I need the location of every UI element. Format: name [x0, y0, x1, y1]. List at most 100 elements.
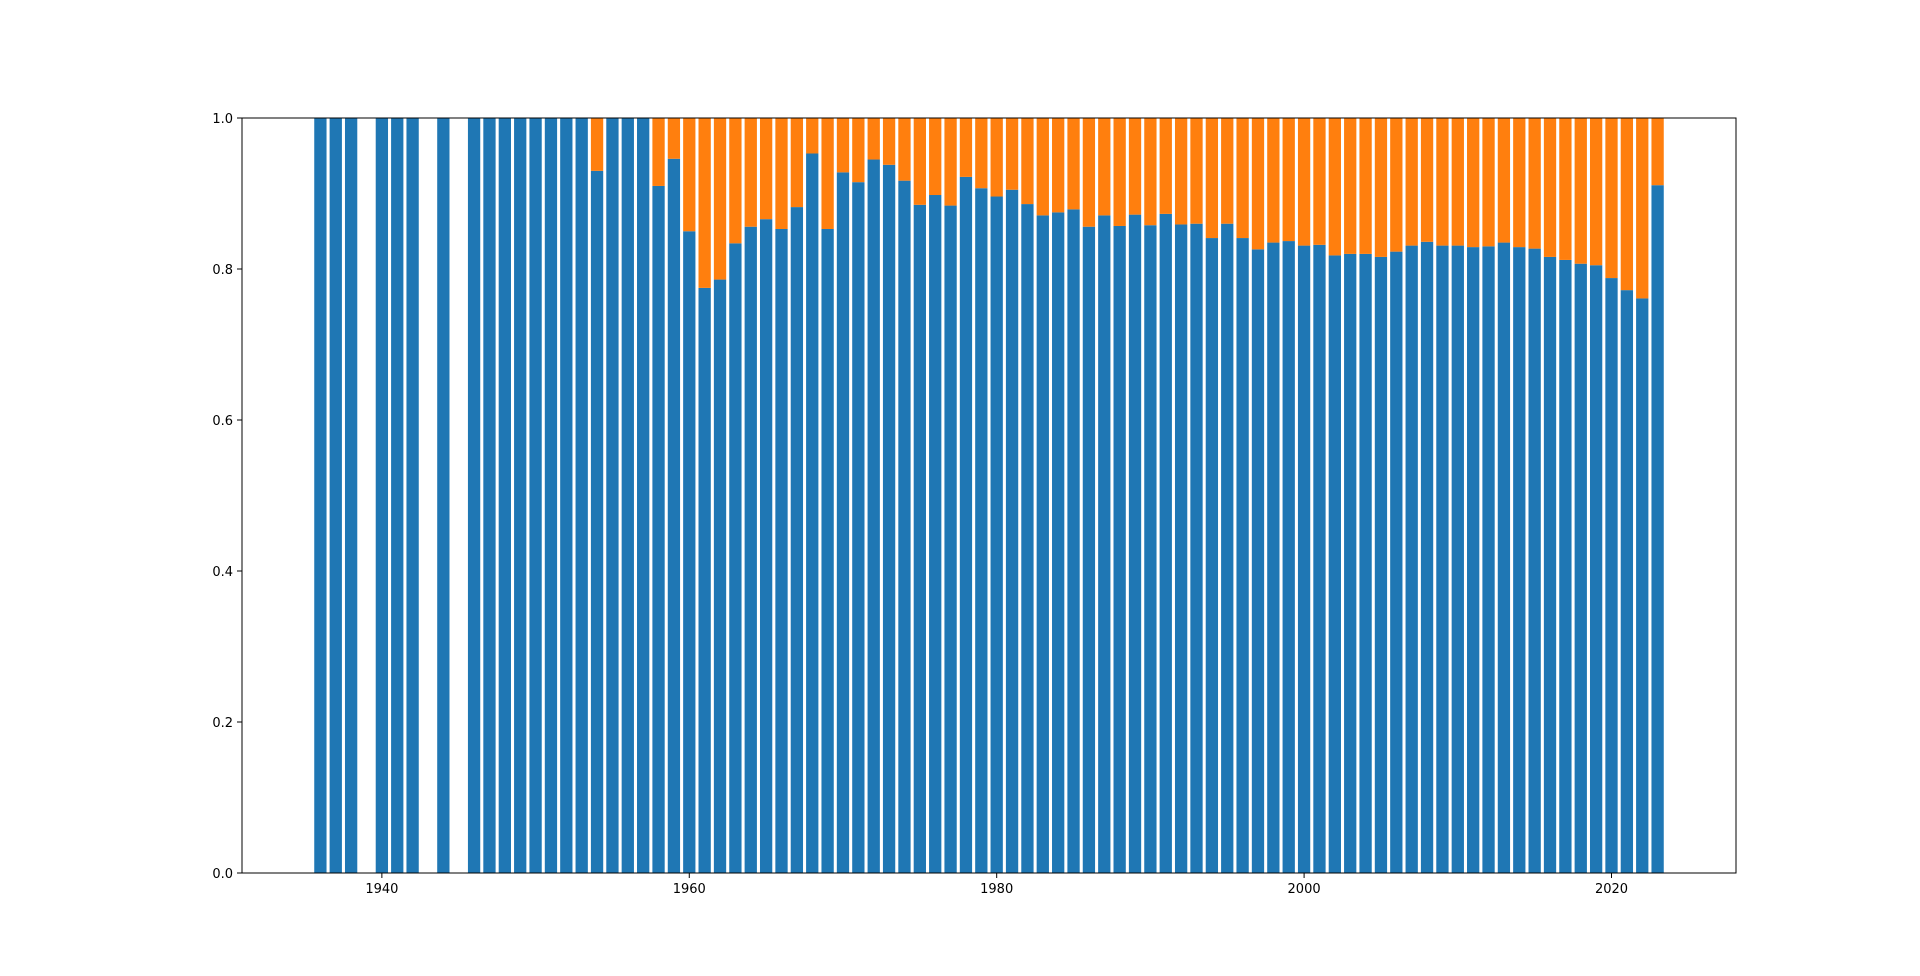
bar-1965-series-2	[759, 118, 773, 220]
bar-1972-series-2	[867, 118, 880, 160]
bar-1969-series-2	[821, 118, 834, 229]
bar-1951-series-1	[544, 118, 558, 873]
bar-1937-series-1	[329, 118, 342, 873]
bar-2009-series-1	[1436, 245, 1449, 874]
bar-1985-series-1	[1067, 209, 1080, 874]
bar-1974-series-2	[898, 118, 911, 181]
bar-2012-series-2	[1482, 118, 1495, 247]
bar-1974-series-1	[898, 180, 911, 873]
bar-2006-series-2	[1390, 118, 1403, 252]
bar-1998-series-2	[1267, 118, 1280, 243]
bar-2017-series-2	[1559, 118, 1572, 260]
bar-1975-series-2	[913, 118, 926, 205]
x-axis: 1940 1960 1980 2000 2020	[365, 873, 1628, 897]
y-tick-label: 0.6	[212, 414, 233, 429]
bar-1982-series-2	[1021, 118, 1034, 205]
bar-2001-series-2	[1313, 118, 1326, 245]
bar-2020-series-1	[1605, 278, 1618, 873]
bar-2010-series-1	[1451, 245, 1464, 874]
bar-1990-series-2	[1144, 118, 1157, 226]
bar-1954-series-1	[590, 170, 604, 874]
bar-1980-series-1	[990, 196, 1003, 873]
bar-1992-series-2	[1174, 118, 1188, 225]
bar-1954-series-2	[590, 118, 604, 171]
bar-1995-series-2	[1221, 118, 1234, 224]
bar-1959-series-1	[667, 158, 681, 873]
bar-1970-series-1	[836, 172, 850, 874]
bar-1983-series-1	[1036, 215, 1049, 873]
bar-2007-series-2	[1405, 118, 1418, 246]
bar-1946-series-1	[467, 118, 481, 873]
bar-1959-series-2	[667, 118, 681, 159]
bar-1956-series-1	[621, 118, 634, 873]
bar-2023-series-2	[1651, 118, 1664, 186]
bar-2013-series-1	[1497, 242, 1511, 873]
bar-1973-series-2	[882, 118, 896, 165]
bar-1965-series-1	[759, 219, 773, 874]
bar-1995-series-1	[1221, 223, 1234, 873]
bar-2002-series-1	[1328, 255, 1341, 873]
bar-1968-series-1	[806, 153, 819, 874]
bar-1979-series-2	[975, 118, 988, 189]
bar-1984-series-1	[1052, 212, 1065, 874]
bar-2005-series-1	[1374, 256, 1388, 873]
bar-1997-series-2	[1251, 118, 1265, 250]
bar-1986-series-1	[1082, 226, 1096, 874]
bar-1984-series-2	[1052, 118, 1065, 213]
bar-1958-series-1	[652, 185, 665, 873]
bar-1999-series-2	[1282, 118, 1295, 242]
y-tick-label: 1.0	[212, 112, 233, 127]
plot-frame	[241, 117, 1737, 874]
bar-1985-series-2	[1067, 118, 1080, 210]
bar-1982-series-1	[1021, 204, 1034, 873]
bar-2011-series-2	[1467, 118, 1480, 248]
bar-1970-series-2	[836, 118, 850, 173]
bar-1972-series-1	[867, 159, 880, 873]
bar-1960-series-2	[683, 118, 696, 232]
bar-1957-series-1	[637, 118, 650, 873]
bar-2013-series-2	[1497, 118, 1511, 243]
x-tick-label: 1980	[980, 882, 1013, 897]
bar-2018-series-2	[1574, 118, 1587, 264]
bar-1981-series-2	[1005, 118, 1019, 190]
bar-2002-series-2	[1328, 118, 1341, 256]
bar-1999-series-1	[1282, 241, 1295, 873]
bars-layer	[314, 118, 1664, 874]
bar-1963-series-2	[729, 118, 742, 244]
bar-1950-series-1	[529, 118, 542, 873]
bar-1993-series-1	[1190, 223, 1203, 873]
bar-2003-series-2	[1344, 118, 1357, 254]
bar-1987-series-1	[1098, 215, 1111, 873]
bar-1996-series-1	[1236, 238, 1249, 874]
bar-2008-series-1	[1420, 241, 1434, 873]
bar-1941-series-1	[391, 118, 404, 873]
bar-2001-series-1	[1313, 244, 1326, 874]
bar-2000-series-2	[1297, 118, 1311, 246]
bar-1953-series-1	[575, 118, 588, 873]
bar-1991-series-2	[1159, 118, 1172, 214]
bar-1964-series-1	[744, 226, 757, 874]
bar-1978-series-1	[959, 176, 973, 873]
bar-2014-series-1	[1513, 247, 1526, 874]
bar-1977-series-1	[944, 205, 957, 873]
bar-1968-series-2	[806, 118, 819, 154]
bar-2020-series-2	[1605, 118, 1618, 279]
bar-1993-series-2	[1190, 118, 1203, 224]
y-tick-label: 0.8	[212, 263, 233, 278]
bar-1977-series-2	[944, 118, 957, 206]
bar-1992-series-1	[1174, 224, 1188, 873]
bar-1942-series-1	[406, 118, 419, 873]
bar-2011-series-1	[1467, 247, 1480, 874]
bar-2022-series-2	[1636, 118, 1649, 299]
bar-1994-series-1	[1205, 238, 1219, 874]
bar-1991-series-1	[1159, 213, 1172, 873]
bar-2010-series-2	[1451, 118, 1464, 246]
bar-2004-series-1	[1359, 253, 1372, 873]
bar-1976-series-1	[929, 195, 942, 873]
bar-1996-series-2	[1236, 118, 1249, 239]
bar-1998-series-1	[1267, 242, 1280, 873]
bar-2016-series-2	[1543, 118, 1557, 257]
bar-1952-series-1	[560, 118, 573, 873]
bar-1944-series-1	[437, 118, 450, 873]
